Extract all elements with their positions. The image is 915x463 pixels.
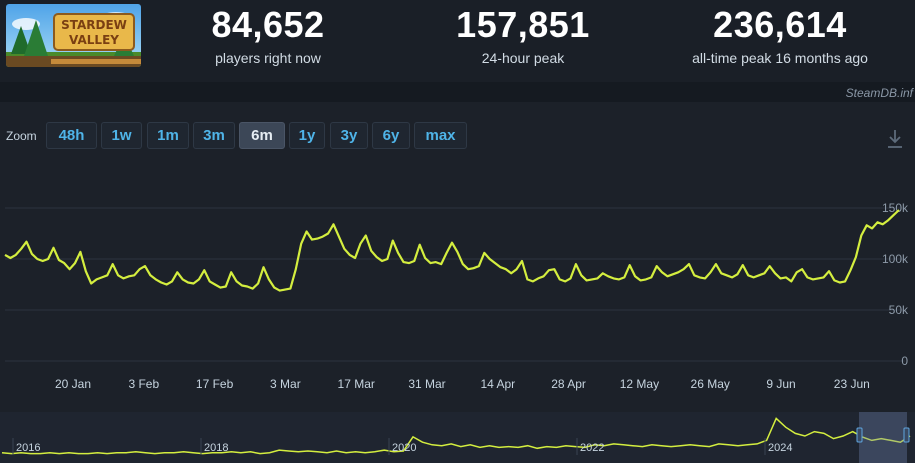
x-tick-label: 3 Mar <box>270 377 301 391</box>
zoom-3m-button[interactable]: 3m <box>193 122 235 149</box>
current-players-label: players right now <box>215 50 321 66</box>
overview-year-label: 2016 <box>16 442 40 454</box>
stardew-valley-logo: STARDEW VALLEY <box>6 4 141 67</box>
game-logo[interactable]: STARDEW VALLEY <box>6 4 141 67</box>
zoom-1m-button[interactable]: 1m <box>147 122 189 149</box>
logo-word-1: STARDEW <box>61 18 127 32</box>
zoom-max-button[interactable]: max <box>414 122 467 149</box>
x-tick-label: 14 Apr <box>480 377 515 391</box>
overview-line <box>1 417 911 455</box>
download-icon[interactable] <box>885 128 905 150</box>
stat-all-time-peak: 236,614 all-time peak 16 months ago <box>680 4 880 67</box>
all-time-peak-value: 236,614 <box>713 4 847 45</box>
x-tick-label: 9 Jun <box>766 377 795 391</box>
y-axis-ticks: 150k 100k 50k 0 <box>882 201 909 368</box>
y-tick-label: 100k <box>882 252 909 266</box>
zoom-1w-button[interactable]: 1w <box>101 122 142 149</box>
overview-left-handle[interactable] <box>856 427 863 443</box>
y-tick-label: 0 <box>901 354 908 368</box>
x-tick-label: 12 May <box>620 377 659 391</box>
x-tick-label: 20 Jan <box>55 377 91 391</box>
x-tick-label: 17 Feb <box>196 377 234 391</box>
x-axis-ticks: 20 Jan 3 Feb 17 Feb 3 Mar 17 Mar 31 Mar 14 Apr… <box>55 377 870 391</box>
logo-word-2: VALLEY <box>69 33 119 47</box>
x-tick-label: 28 Apr <box>551 377 586 391</box>
zoom-1y-button[interactable]: 1y <box>289 122 325 149</box>
overview-year-label: 2022 <box>580 442 604 454</box>
x-tick-label: 23 Jun <box>834 377 870 391</box>
player-count-line <box>4 209 900 292</box>
stat-24h-peak: 157,851 24-hour peak <box>448 4 598 67</box>
zoom-label: Zoom <box>6 129 37 143</box>
zoom-3y-button[interactable]: 3y <box>330 122 368 149</box>
x-tick-label: 26 May <box>691 377 730 391</box>
y-tick-label: 150k <box>882 201 909 215</box>
all-time-peak-label: all-time peak 16 months ago <box>692 50 868 66</box>
header-divider <box>0 82 915 102</box>
peak-24h-label: 24-hour peak <box>481 50 565 66</box>
overview-year-labels: 2016 2018 2020 2022 2024 <box>12 438 792 455</box>
x-tick-label: 17 Mar <box>338 377 375 391</box>
zoom-6m-button[interactable]: 6m <box>239 122 285 149</box>
chart-grid <box>5 207 905 362</box>
y-tick-label: 50k <box>889 303 909 317</box>
overview-right-handle[interactable] <box>903 427 910 443</box>
x-tick-label: 3 Feb <box>128 377 159 391</box>
zoom-48h-button[interactable]: 48h <box>46 122 97 149</box>
overview-year-label: 2018 <box>204 442 228 454</box>
steamdb-credit[interactable]: SteamDB.inf <box>845 86 913 100</box>
overview-navigator[interactable] <box>0 412 915 463</box>
overview-year-label: 2020 <box>392 442 416 454</box>
peak-24h-value: 157,851 <box>456 4 590 45</box>
current-players-value: 84,652 <box>211 4 325 45</box>
overview-year-label: 2024 <box>768 442 792 454</box>
stats-header: STARDEW VALLEY 84,652 players right now … <box>0 0 915 82</box>
stat-current-players: 84,652 players right now <box>198 4 338 67</box>
x-tick-label: 31 Mar <box>408 377 445 391</box>
overview-selection[interactable] <box>859 412 907 463</box>
chart-panel <box>0 102 915 463</box>
zoom-6y-button[interactable]: 6y <box>372 122 410 149</box>
